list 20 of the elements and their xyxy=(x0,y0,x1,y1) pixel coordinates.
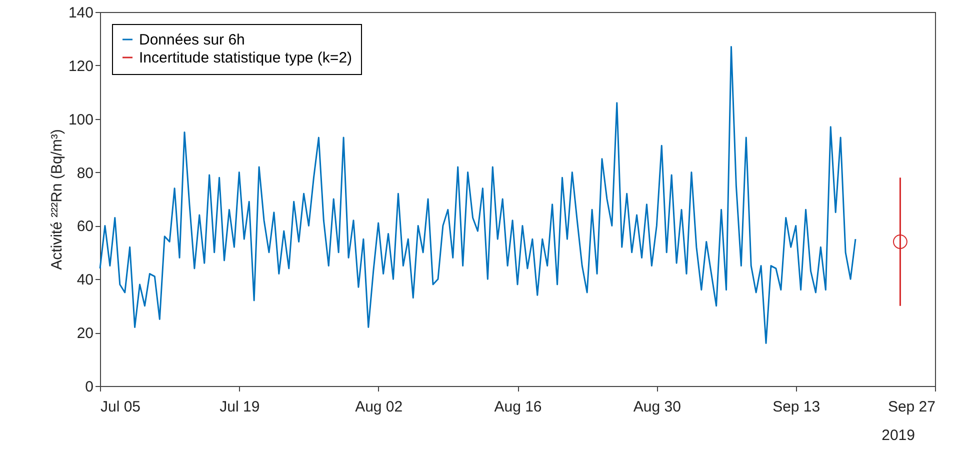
y-tick-label: 100 xyxy=(68,111,94,128)
text: 2019 xyxy=(882,427,915,444)
x-tick-label: Jul 19 xyxy=(220,398,260,416)
y-tick-label: 20 xyxy=(76,325,94,342)
y-tick-label: 0 xyxy=(85,378,94,396)
x-tick-label: Sep 13 xyxy=(772,398,820,416)
y-tick-label: 120 xyxy=(68,58,94,75)
x-tick-label: Aug 16 xyxy=(494,398,542,416)
y-axis-title: Activité ²²²Rn (Bq/m³) xyxy=(48,129,66,270)
y-tick-label: 140 xyxy=(68,4,94,22)
x-tick-label: Jul 05 xyxy=(100,398,141,416)
y-tick-label: 40 xyxy=(76,272,94,289)
legend-label: Données sur 6h xyxy=(139,32,245,48)
legend-label: Incertitude statistique type (k=2) xyxy=(139,50,352,66)
x-tick-label: Sep 27 xyxy=(888,398,936,416)
y-tick-label: 60 xyxy=(76,218,94,236)
y-tick-label: 80 xyxy=(76,164,94,182)
x-tick-label: Aug 02 xyxy=(355,398,403,416)
x-tick-label: Aug 30 xyxy=(633,398,681,416)
line-series xyxy=(99,46,856,344)
